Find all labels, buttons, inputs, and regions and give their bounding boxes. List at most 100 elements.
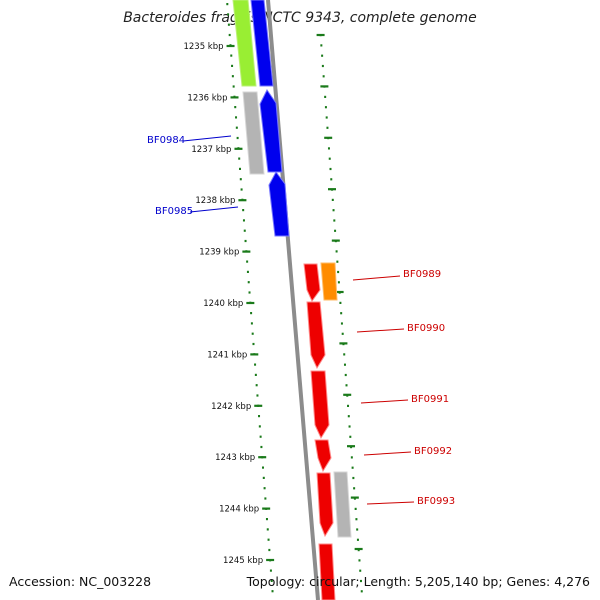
- ruler-dot: [254, 363, 257, 366]
- inner-ruler-dot: [351, 466, 354, 469]
- kbp-tick-label: 1239 kbp: [199, 248, 239, 258]
- inner-ruler-dot: [349, 435, 352, 438]
- inner-ruler-dot: [359, 569, 362, 572]
- gene-red-5[interactable]: [316, 472, 334, 538]
- ruler-dot: [230, 54, 233, 57]
- inner-ruler-dot: [343, 363, 346, 366]
- ruler-dot: [246, 270, 249, 273]
- ruler-dot: [242, 209, 245, 212]
- kbp-tick-label: 1242 kbp: [211, 402, 251, 412]
- ruler-dot: [263, 487, 266, 490]
- ruler-dot: [258, 415, 261, 418]
- gene-orange[interactable]: [320, 262, 338, 301]
- gene-red-2[interactable]: [306, 301, 326, 370]
- inner-ruler-dot: [356, 528, 359, 531]
- inner-ruler-dot: [337, 270, 340, 274]
- ruler-dot: [250, 312, 253, 315]
- inner-ruler-dot: [341, 332, 344, 335]
- inner-ruler-dot: [359, 579, 362, 583]
- kbp-tick-label: 1243 kbp: [215, 453, 255, 463]
- inner-ruler-dot: [320, 44, 323, 47]
- gene-red-6[interactable]: [318, 543, 336, 600]
- gene-blue-2[interactable]: [259, 89, 283, 173]
- ruler-dot: [234, 106, 237, 109]
- gene-gray-1[interactable]: [242, 91, 265, 175]
- inner-ruler-dot: [332, 209, 335, 212]
- inner-ruler-dot: [340, 312, 343, 315]
- right-leader-line: [366, 501, 415, 505]
- inner-ruler-dot: [340, 322, 343, 325]
- right-gene-label[interactable]: BF0989: [403, 269, 441, 280]
- ruler-dot: [256, 394, 259, 397]
- left-gene-label[interactable]: BF0984: [147, 135, 185, 146]
- inner-ruler-dot: [356, 538, 359, 541]
- right-leader-line: [356, 328, 405, 333]
- accession-text: Accession: NC_003228: [9, 574, 151, 589]
- ruler-dot: [238, 167, 241, 170]
- ruler-dot: [235, 116, 238, 119]
- inner-ruler-dot: [327, 147, 330, 150]
- inner-ruler-dot: [358, 559, 361, 562]
- inner-ruler-dot: [345, 384, 348, 387]
- gene-blue-1[interactable]: [250, 0, 274, 87]
- ruler-dot: [268, 548, 271, 552]
- ruler-dot: [259, 435, 262, 438]
- gene-labels: BF0984 BF0985 BF0989 BF0990 BF0991 BF0992 BF09…: [147, 135, 455, 507]
- ruler-dot: [270, 579, 273, 582]
- ruler-dot: [258, 425, 261, 428]
- gene-track: [232, 0, 352, 600]
- ruler-dot: [239, 178, 242, 181]
- ruler-dot: [269, 569, 272, 572]
- ruler-dot: [226, 3, 229, 6]
- ruler-dot: [271, 590, 274, 593]
- inner-ruler-dot: [355, 518, 358, 521]
- right-gene-label[interactable]: BF0991: [411, 394, 449, 405]
- inner-ruler-ticks: [316, 33, 363, 551]
- left-gene-label[interactable]: BF0985: [155, 206, 193, 217]
- inner-ruler-dot: [348, 425, 351, 428]
- ruler-dot: [247, 281, 250, 284]
- gene-gray-2[interactable]: [333, 471, 352, 538]
- gene-green[interactable]: [232, 0, 257, 87]
- ruler-dot: [261, 466, 264, 469]
- inner-ruler-dot: [334, 229, 337, 232]
- topology-text: Topology: circular; Length: 5,205,140 bp…: [246, 574, 590, 589]
- ruler-dot: [232, 85, 235, 88]
- inner-ruler-dot: [321, 64, 324, 68]
- gene-red-3[interactable]: [310, 370, 330, 440]
- gene-blue-3[interactable]: [268, 171, 290, 237]
- gene-red-4[interactable]: [314, 439, 332, 473]
- inner-ruler-dot: [337, 281, 340, 284]
- inner-ruler-dot: [360, 590, 363, 593]
- ruler-dot: [262, 476, 265, 479]
- inner-ruler-dot: [330, 178, 333, 181]
- inner-ruler-dot: [321, 54, 324, 57]
- right-gene-label[interactable]: BF0990: [407, 323, 445, 334]
- inner-ruler-dot: [344, 373, 347, 377]
- kbp-tick-label: 1237 kbp: [191, 145, 231, 155]
- gene-red-1[interactable]: [303, 263, 321, 302]
- right-gene-label[interactable]: BF0993: [417, 496, 455, 507]
- right-leader-line: [363, 451, 412, 456]
- kbp-tick-label: 1235 kbp: [183, 42, 223, 52]
- inner-ruler-dot: [353, 487, 356, 490]
- inner-ruler-dot: [331, 198, 334, 201]
- kbp-tick-label: 1241 kbp: [207, 350, 247, 360]
- inner-ruler-dot: [322, 75, 325, 78]
- ruler-dot: [242, 219, 245, 222]
- right-leader-line: [352, 275, 401, 281]
- map-title: Bacteroides fragilis NCTC 9343, complete…: [123, 10, 477, 26]
- ruler-dot: [231, 75, 234, 78]
- ruler-dot: [235, 126, 238, 129]
- inner-ruler-dot: [326, 126, 329, 129]
- inner-ruler-dot: [333, 219, 336, 222]
- ruler-dot: [244, 239, 247, 243]
- ruler-dot: [248, 291, 251, 294]
- genome-backbone: [266, 0, 320, 600]
- ruler-dot: [246, 260, 249, 263]
- inner-ruler-dot: [329, 167, 332, 171]
- inner-ruler-dot: [350, 456, 353, 459]
- inner-ruler-dot: [328, 157, 331, 160]
- inner-ruler-dot: [354, 507, 357, 510]
- right-gene-label[interactable]: BF0992: [414, 446, 452, 457]
